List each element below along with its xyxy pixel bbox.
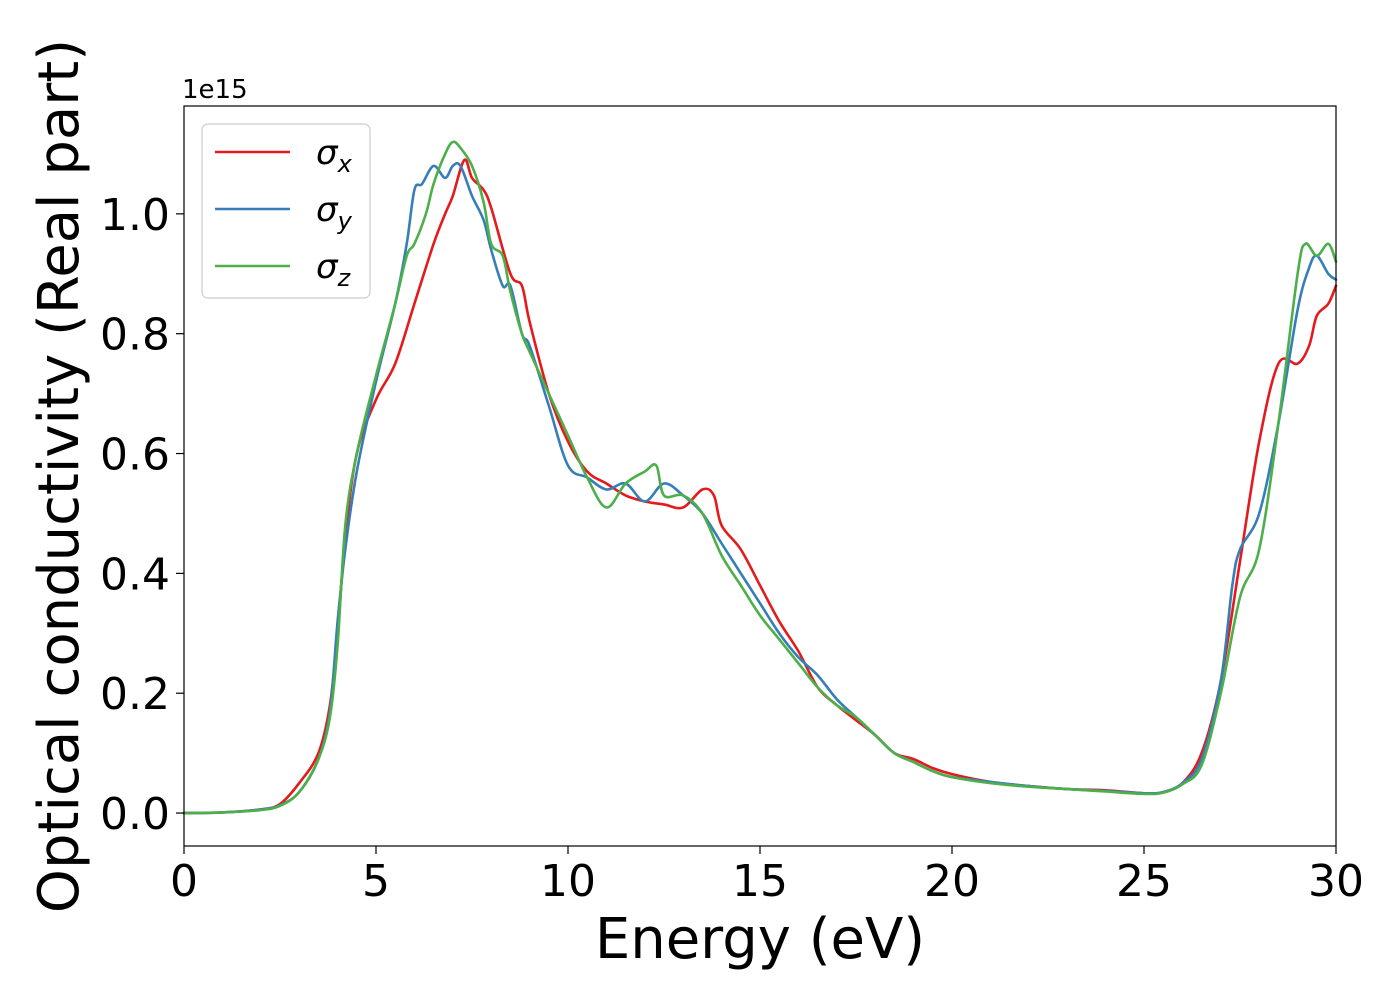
ticks-layer: 0 5 10 15 20 25 30 0.0 0.2 0.4 0.6 0.8 1.0 [100,190,1364,907]
x-tick-label: 20 [924,856,980,907]
y-tick-label: 0.0 [100,789,170,840]
y-tick-label: 0.2 [100,669,170,720]
y-tick-label: 0.4 [100,549,170,600]
y-tick-label: 1.0 [100,190,170,241]
y-axis-title: Optical conductivity (Real part) [27,39,92,913]
x-tick-label: 15 [732,856,788,907]
x-tick-label: 25 [1116,856,1172,907]
legend-box [201,123,371,299]
x-axis-title: Energy (eV) [595,907,925,972]
y-offset-label: 1e15 [182,75,248,105]
x-tick-label: 30 [1308,856,1364,907]
x-tick-label: 0 [170,856,198,907]
x-tick-label: 5 [362,856,390,907]
x-tick-label: 10 [540,856,596,907]
series-layer [182,140,1338,815]
y-tick-label: 0.6 [100,430,170,481]
legend-label-x: σx [316,133,353,178]
series-line-x [182,158,1338,815]
y-tick-label: 0.8 [100,310,170,361]
series-line-z [182,140,1338,815]
